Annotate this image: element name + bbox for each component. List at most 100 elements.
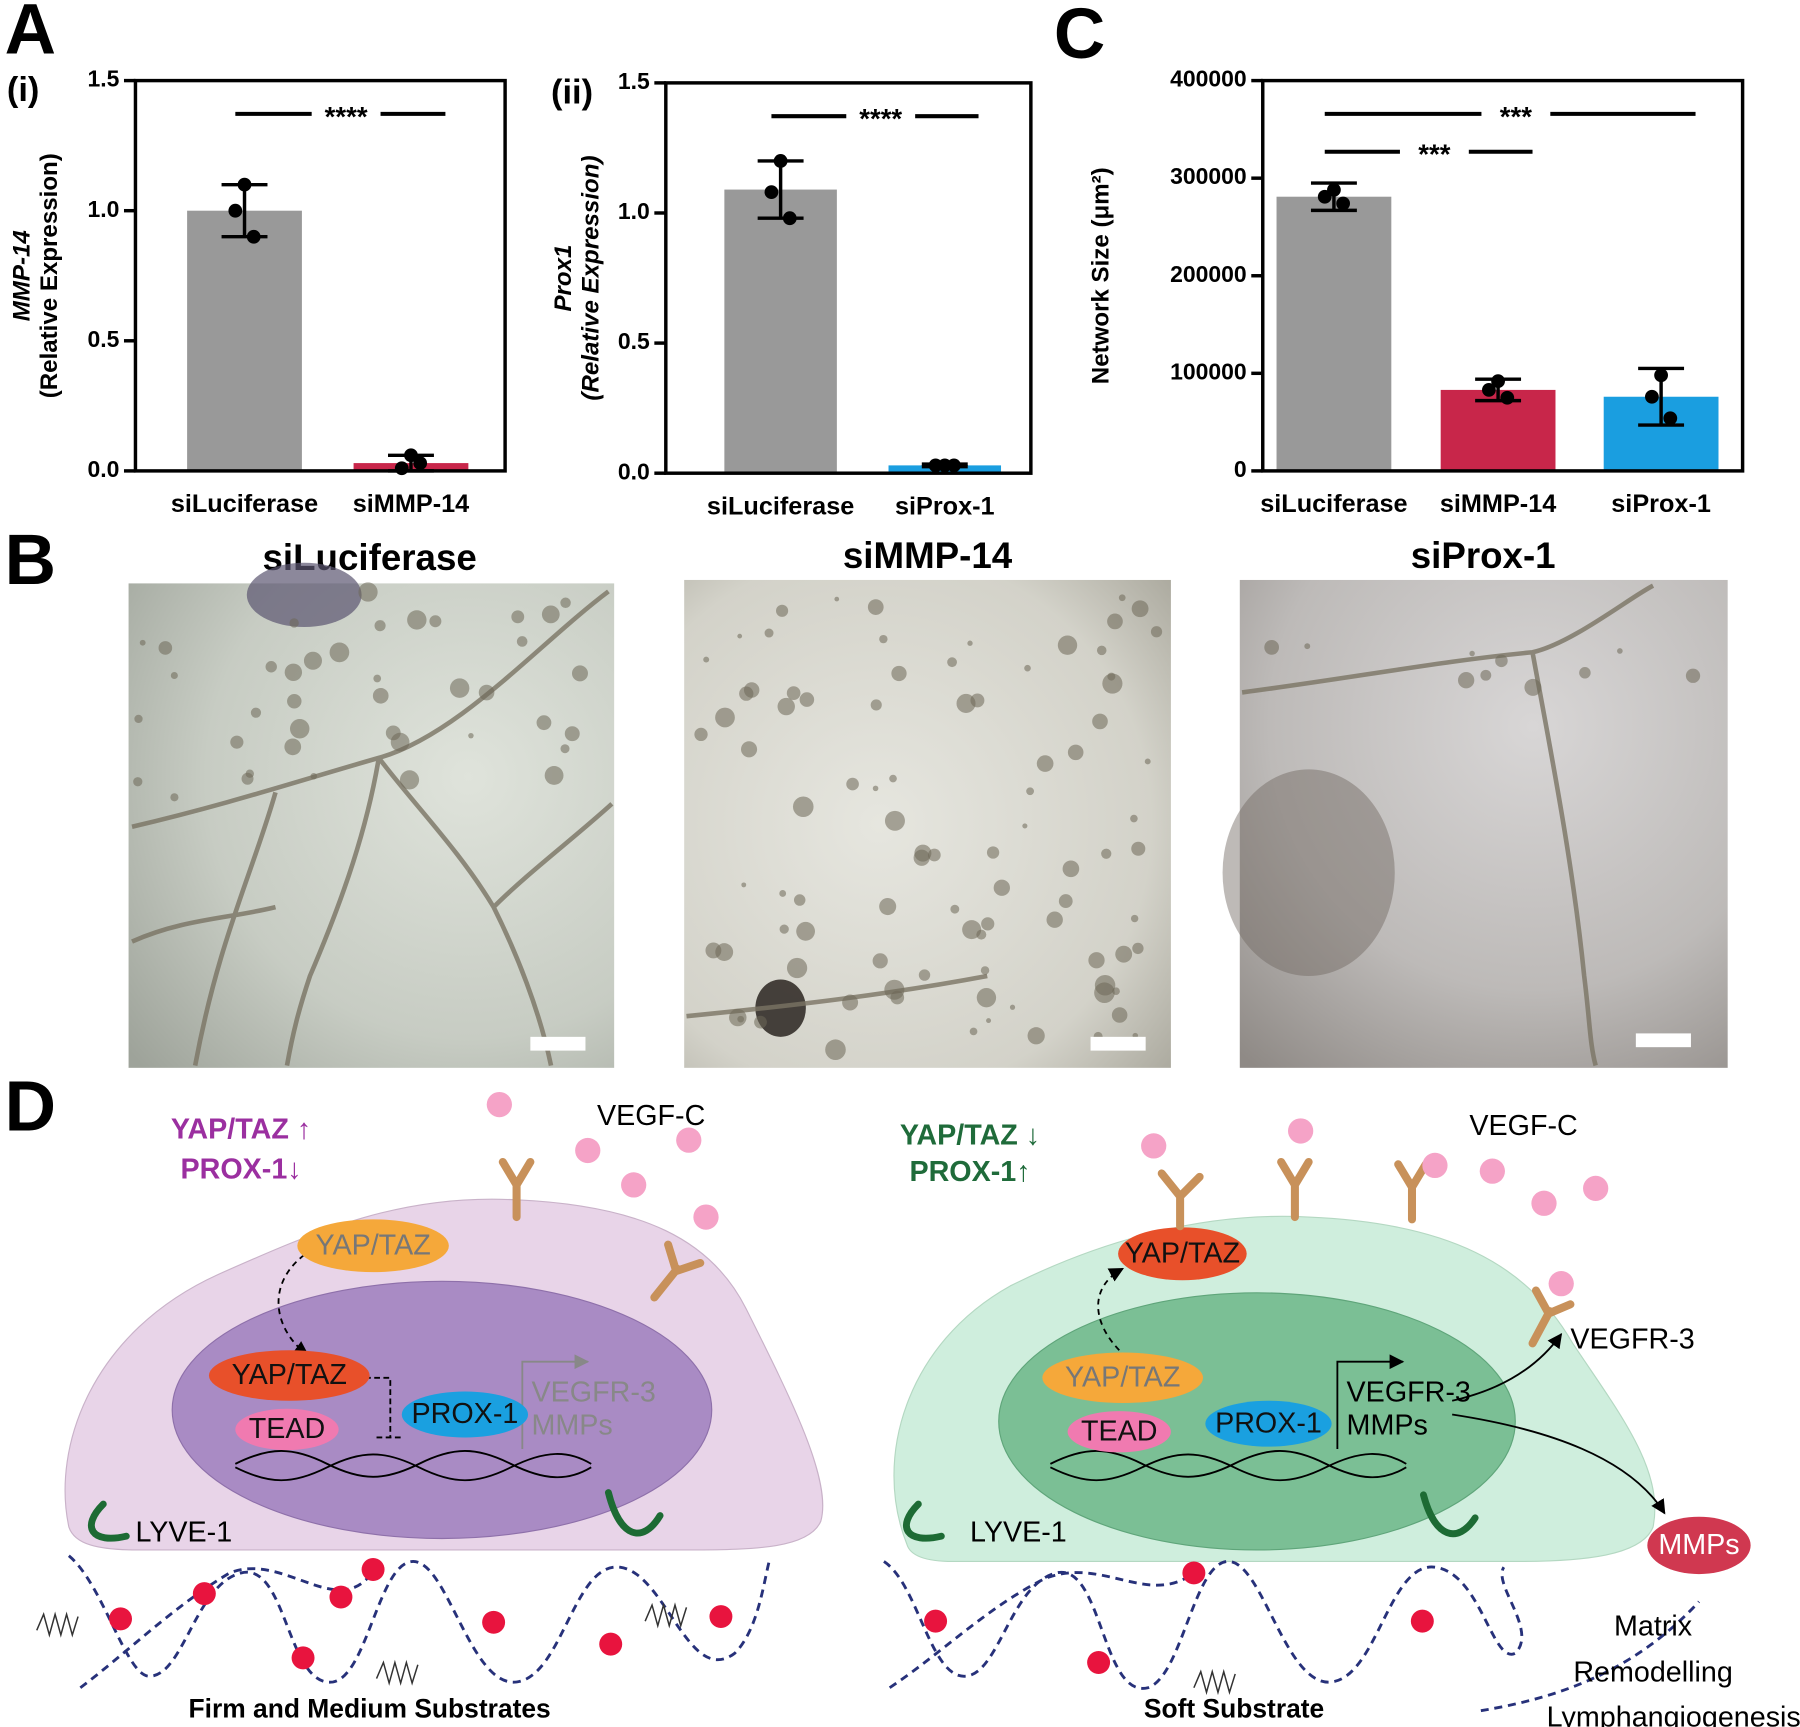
cell-cluster [870,699,882,711]
outcome-label: Lymphangiogenesis [1547,1701,1800,1727]
cell-cluster [913,849,930,866]
bar [187,210,302,471]
receptor-label: LYVE-1 [970,1516,1067,1548]
cell-cluster [825,1039,846,1060]
data-point [1317,189,1332,204]
diagram-left: YAP/TAZ ↑ PROX-1↓ VEGF-C YAP/TAZ YAP/TAZ… [36,1091,824,1724]
cell-cluster [1131,841,1146,856]
cell-cluster [741,882,747,888]
lyve-1 [1420,1491,1479,1538]
cell-cluster [372,687,389,704]
micrograph-title: siProx-1 [1411,535,1556,576]
cell-cluster [1130,814,1138,823]
arrow [1452,1413,1666,1515]
cell-cluster [786,957,808,979]
significance-box [311,96,381,132]
cell-cluster [986,846,1000,859]
cell-cluster [284,738,302,756]
substrate-label: Firm and Medium Substrates [189,1694,551,1724]
significance-box [1399,134,1469,169]
cell-cluster [715,943,734,961]
crosslinks [109,1558,733,1670]
micrograph [1239,579,1728,1068]
y-tick-label: 1.0 [87,196,119,222]
cell-cluster [927,848,941,862]
receptor [498,1157,705,1302]
outcome-label: Remodelling [1573,1657,1732,1689]
micrographs: siLuciferase siMMP-14 siProx-1 [128,535,1728,1068]
cell-cluster [1617,648,1623,654]
cell-cluster [1524,678,1542,696]
micrograph-title: siMMP-14 [843,535,1013,576]
cell-cluster [170,671,178,680]
x-tick-label: siProx-1 [1611,490,1711,518]
cell-cluster [879,898,897,916]
cell-cluster [715,707,735,728]
plot-frame [664,81,1033,475]
protein-label: PROX-1 [1215,1407,1322,1439]
cell-cluster [284,663,303,681]
ecm-fiber [883,1560,1524,1690]
cell-cluster [962,920,982,940]
lyve-1 [903,1500,945,1542]
cell-cluster [969,1027,978,1036]
cell-cluster [842,994,859,1011]
cell-cluster [1144,758,1151,765]
y-tick-label: 0.0 [618,458,650,484]
cell-cluster [511,610,525,624]
data-point [394,461,409,476]
cell-cluster [134,714,143,724]
cell-cluster [694,727,708,742]
data-point [413,456,428,470]
panel-label: C [1054,0,1105,74]
cell-cluster [1150,626,1163,638]
protein-label: YAP/TAZ [1065,1362,1180,1394]
cell-cluster [867,599,884,615]
artifact [246,562,362,628]
cell-cluster [779,890,787,897]
cell-cluster [1101,848,1112,859]
protein [1205,1400,1332,1447]
cell-cluster [429,615,442,628]
y-tick-label: 300000 [1170,163,1247,189]
x-tick-label: siLuciferase [1260,490,1407,518]
cell-cluster [1009,1004,1016,1010]
protein [1042,1352,1204,1404]
scale-bar [530,1036,586,1051]
data-point [228,203,243,218]
plot-frame [133,78,507,473]
target-label: MMPs [1347,1410,1428,1442]
protein [208,1350,370,1401]
cell-cluster [1026,787,1034,796]
cell-cluster [872,785,879,792]
cell-cluster [536,715,552,731]
cell-cluster [289,618,299,628]
cell-cluster [289,719,310,739]
cell-cluster [478,684,495,701]
cell-cluster [891,665,907,682]
significance-label: *** [1418,139,1450,170]
diagram-right: YAP/TAZ ↓ PROX-1↑ VEGF-C YAP/TAZ YAP/TAZ… [883,1110,1800,1727]
ecm-fiber [67,1554,771,1684]
x-tick-label: siMMP-14 [353,490,469,518]
cell-cluster [879,634,888,644]
cell-cluster [560,597,571,609]
cell-cluster [793,894,806,906]
cell-cluster [1118,594,1126,602]
cell-cluster [976,987,997,1008]
cell-cluster [399,770,420,790]
ecm-fiber [888,1571,1701,1713]
data-point [237,177,252,192]
cell-cluster [1046,911,1063,928]
data-point [782,211,797,226]
cell-cluster [1107,672,1116,681]
cell-cluster [1264,640,1280,655]
cell-cluster [799,692,815,707]
cell-cluster [729,1008,747,1027]
lyve-1 [604,1489,664,1537]
protein [297,1219,449,1273]
cell-cluster [884,810,905,831]
cell-cluster [777,697,795,716]
cell-cluster [560,744,570,754]
data-point [246,229,261,244]
